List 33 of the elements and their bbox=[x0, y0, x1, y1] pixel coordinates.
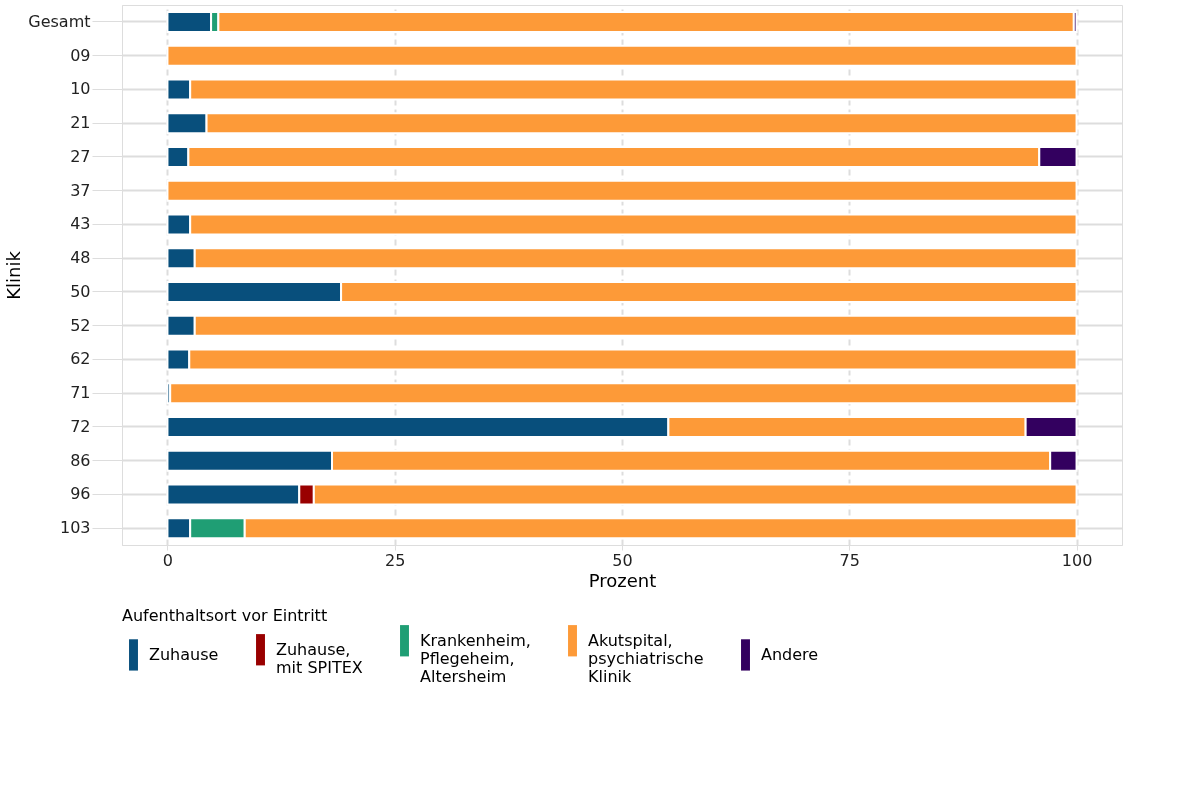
y-tick-label: 50 bbox=[70, 281, 91, 301]
x-tick-label: 100 bbox=[1061, 550, 1093, 570]
y-axis-title: Klinik bbox=[3, 250, 25, 300]
y-tick-label: 86 bbox=[70, 450, 91, 470]
y-tick-label: 27 bbox=[70, 146, 91, 166]
x-axis-title: Prozent bbox=[588, 569, 657, 591]
bar bbox=[166, 179, 1078, 202]
bar bbox=[166, 44, 1078, 67]
y-tick-label: 71 bbox=[70, 383, 91, 403]
legend-label: Zuhause bbox=[149, 644, 219, 664]
x-tick-label: 50 bbox=[612, 550, 633, 570]
bar bbox=[169, 382, 1078, 405]
y-tick-label: Gesamt bbox=[28, 11, 91, 31]
y-tick-label: 09 bbox=[70, 45, 91, 65]
y-tick-label: 52 bbox=[70, 315, 91, 335]
legend-label: Andere bbox=[761, 644, 819, 664]
bar bbox=[166, 10, 213, 33]
y-tick-label: 72 bbox=[70, 416, 91, 436]
y-tick-label: 21 bbox=[70, 113, 91, 133]
x-tick-label: 75 bbox=[839, 550, 860, 570]
legend-label: Akutspital, psychiatrische Klinik bbox=[588, 630, 704, 686]
legend-title: Aufenthaltsort vor Eintritt bbox=[122, 606, 328, 625]
y-tick-label: 43 bbox=[70, 214, 91, 234]
y-tick-label: 10 bbox=[70, 79, 91, 99]
y-tick-label: 96 bbox=[70, 484, 91, 504]
y-tick-label: 62 bbox=[70, 349, 91, 369]
legend-label: Krankenheim, Pflegeheim, Altersheim bbox=[420, 630, 531, 686]
x-tick-label: 25 bbox=[385, 550, 406, 570]
legend-label: Zuhause, mit SPITEX bbox=[276, 639, 363, 677]
y-tick-label: 103 bbox=[59, 518, 91, 538]
y-tick-label: 37 bbox=[70, 180, 91, 200]
y-tick-label: 48 bbox=[70, 248, 91, 268]
x-tick-label: 0 bbox=[162, 550, 174, 570]
